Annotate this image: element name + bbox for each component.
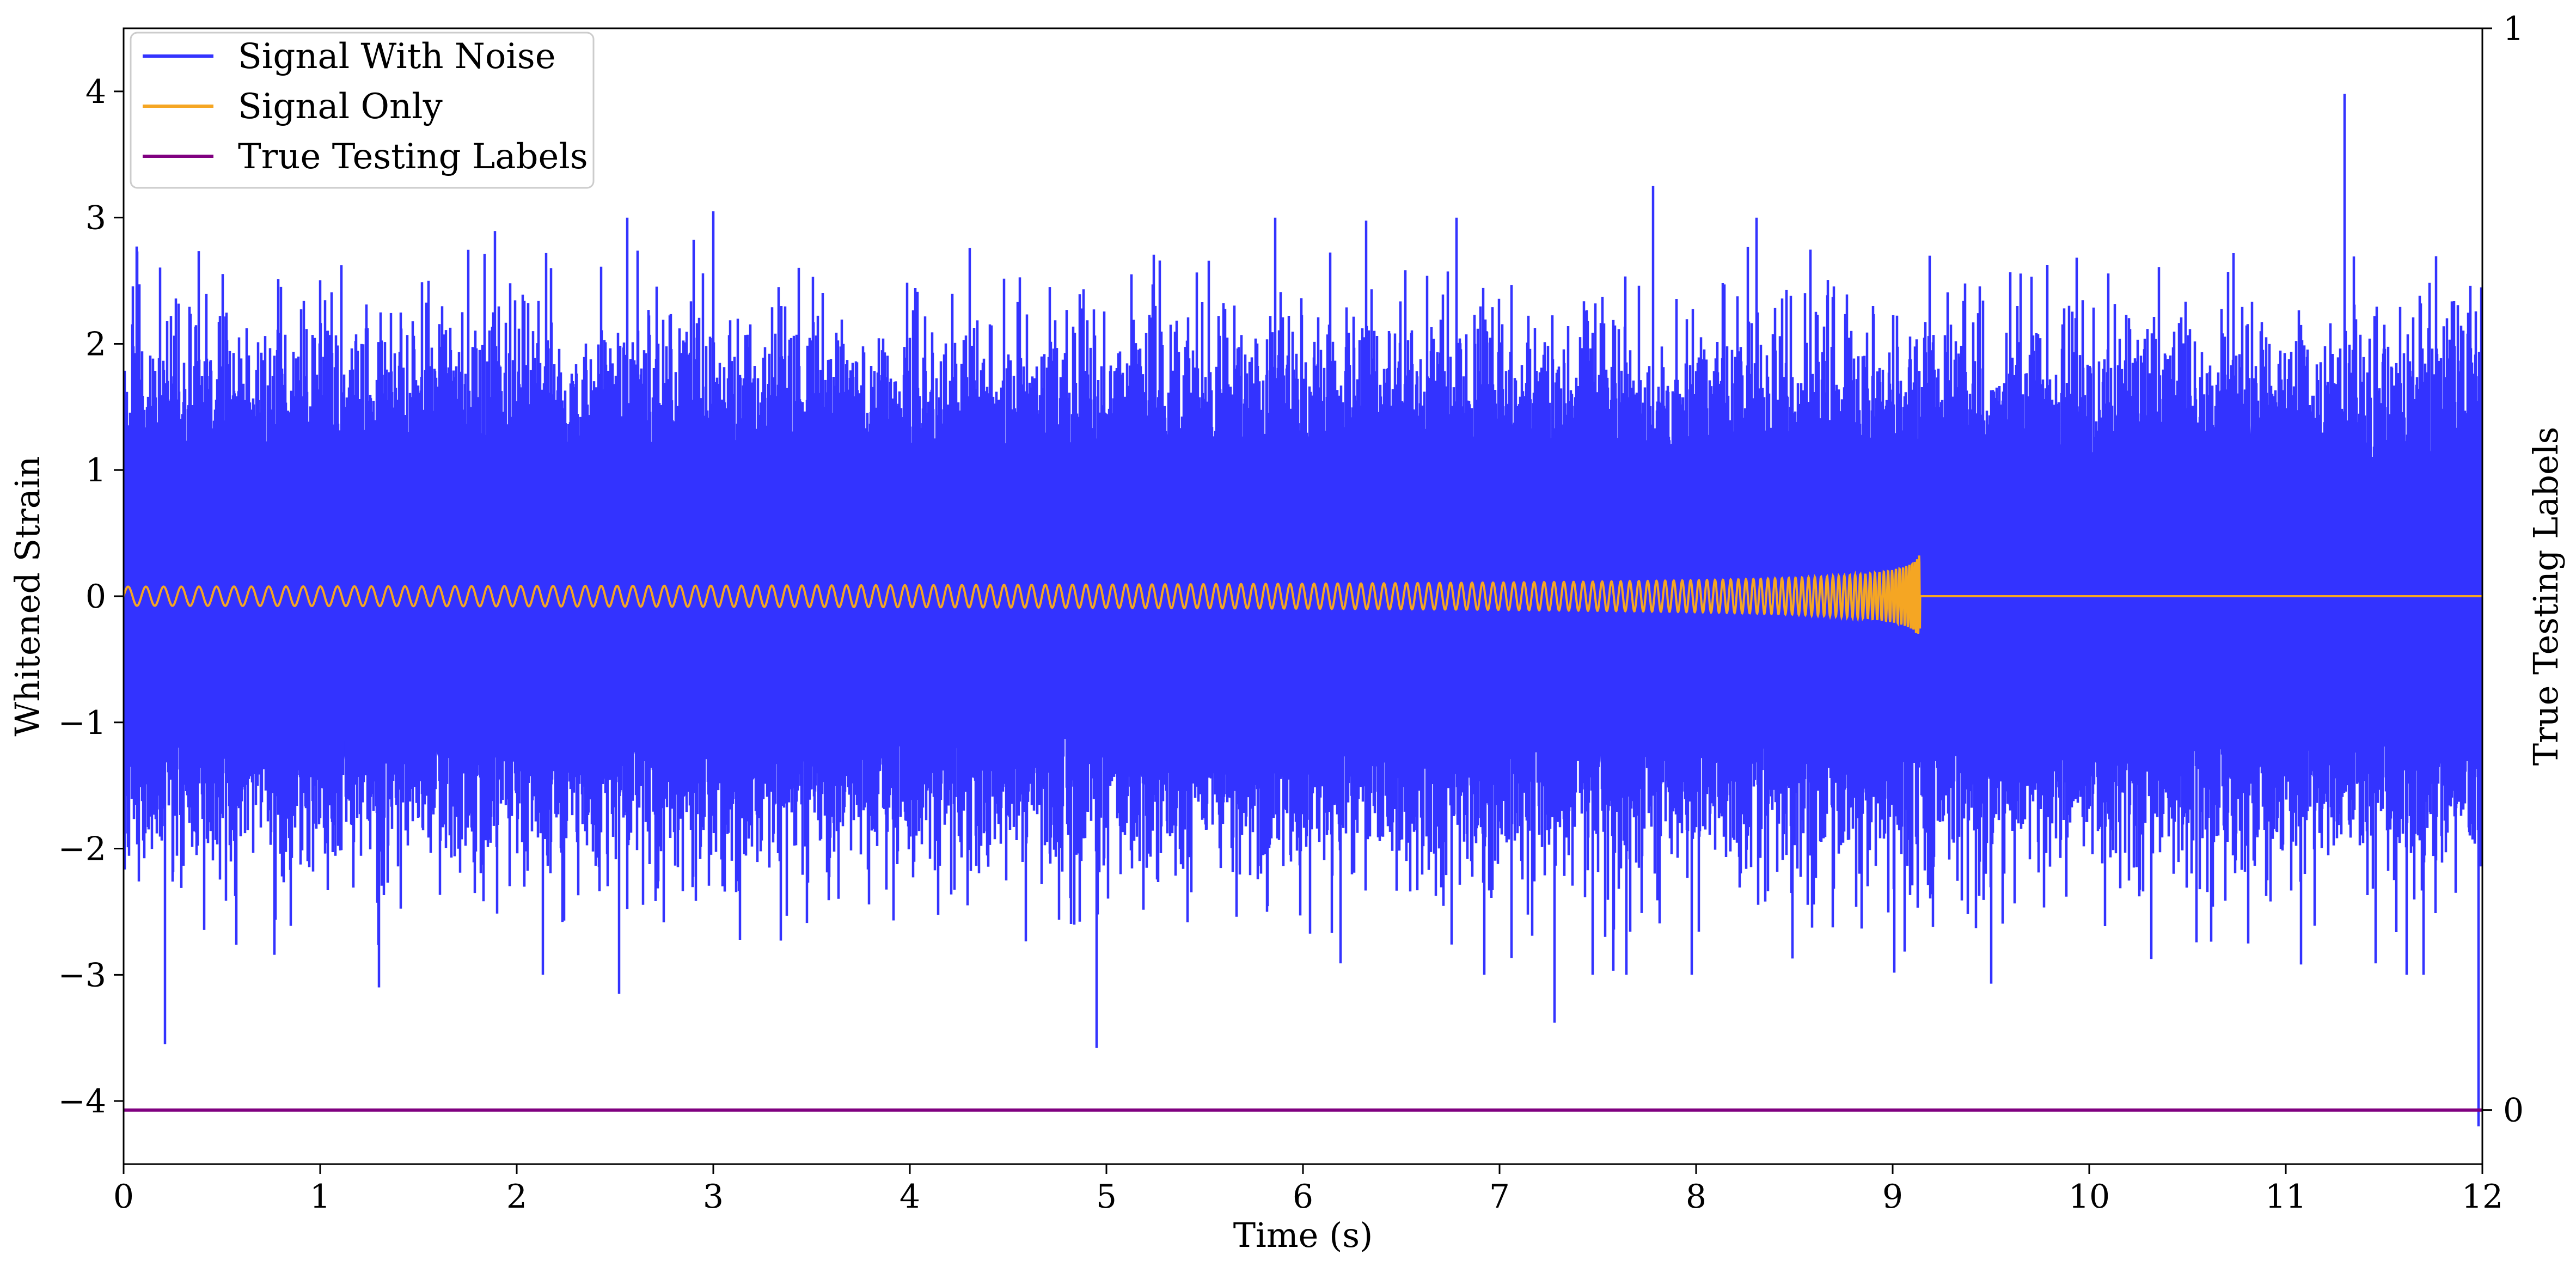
legend-label-true-testing-labels: True Testing Labels <box>238 137 588 177</box>
y-tick-label: −1 <box>58 704 106 742</box>
x-tick-label: 3 <box>703 1178 724 1216</box>
x-tick-label: 4 <box>900 1178 920 1216</box>
y2-tick-label: 1 <box>2503 10 2524 48</box>
x-tick-label: 1 <box>310 1178 331 1216</box>
x-tick-label: 0 <box>113 1178 134 1216</box>
x-axis: 0 1 2 3 4 5 6 7 8 9 10 11 12 <box>113 1164 2503 1216</box>
y-tick-label: −3 <box>58 956 106 994</box>
y-axis-label: Whitened Strain <box>8 456 47 737</box>
x-tick-label: 11 <box>2265 1178 2306 1216</box>
plot-area <box>124 94 2482 1127</box>
x-axis-label: Time (s) <box>1233 1215 1373 1255</box>
y-tick-label: 4 <box>85 73 106 111</box>
y-tick-label: 2 <box>85 325 106 363</box>
x-tick-label: 12 <box>2462 1178 2503 1216</box>
y-tick-label: −4 <box>58 1082 106 1121</box>
legend-box <box>130 32 595 189</box>
signal-only-line <box>124 555 2482 634</box>
y-tick-label: −2 <box>58 830 106 868</box>
x-tick-label: 9 <box>1882 1178 1903 1216</box>
x-tick-label: 10 <box>2069 1178 2110 1216</box>
y-axis-left: −4 −3 −2 −1 0 1 2 3 4 <box>58 73 124 1121</box>
legend-label-signal-with-noise: Signal With Noise <box>238 36 556 77</box>
legend-label-signal-only: Signal Only <box>238 87 443 127</box>
x-tick-label: 8 <box>1686 1178 1706 1216</box>
y-tick-label: 3 <box>85 199 106 237</box>
x-tick-label: 7 <box>1489 1178 1510 1216</box>
x-tick-label: 5 <box>1096 1178 1117 1216</box>
y-axis-right: 01 <box>2482 10 2524 1130</box>
y2-axis-label: True Testing Labels <box>2526 427 2566 766</box>
x-tick-label: 6 <box>1293 1178 1313 1216</box>
y-tick-label: 0 <box>85 578 106 616</box>
legend: Signal With Noise Signal Only True Testi… <box>130 32 595 189</box>
y-tick-label: 1 <box>85 451 106 489</box>
y2-tick-label: 0 <box>2503 1092 2524 1130</box>
x-tick-label: 2 <box>506 1178 527 1216</box>
